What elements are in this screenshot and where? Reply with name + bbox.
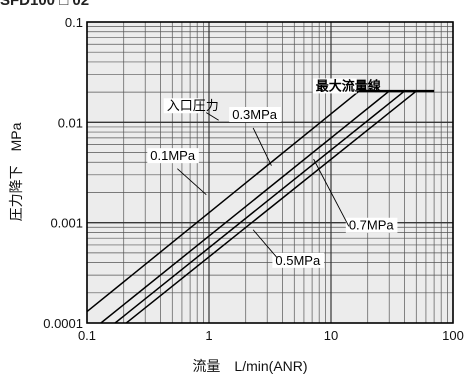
series-line-0-5MPa [125,90,417,324]
plot-background [87,22,453,323]
y-tick-label: 0.001 [50,216,83,231]
x-tick-label: 1 [205,328,212,343]
series-label-0-3MPa-bg [229,106,281,122]
x-tick-label: 10 [324,328,338,343]
series-label-0-1MPa-bg [147,148,199,164]
x-axis-title: 流量 L/min(ANR) [192,358,307,374]
leader-0-1MPa [177,168,207,196]
plot-frame [86,21,454,324]
grid-minor [87,22,453,323]
series-layer [86,89,435,324]
max-flow-label-bg [312,78,357,94]
label-layer: 0.1MPa 0.3MPa 0.7MPa 0.5MPa 入口圧力 最大流量線 [147,78,398,268]
max-flow-label-text: 最大流量線 [316,78,382,93]
series-label-0-1MPa-text: 0.1MPa [150,148,196,163]
series-label-0-1MPa: 0.1MPa [147,148,199,164]
series-label-0-7MPa-text: 0.7MPa [349,218,395,233]
max-flow-label: 最大流量線 [312,78,382,94]
legend-title: 入口圧力 [163,98,219,114]
series-label-0-7MPa: 0.7MPa [345,217,398,233]
series-label-0-3MPa: 0.3MPa [229,106,281,122]
leader-legend-title [206,112,219,121]
tick-layer: 0.1 1 10 100 0.0001 0.001 0.01 0.1 [43,15,464,343]
y-axis-title: 圧力降下 MPa [8,122,24,221]
series-label-0-3MPa-text: 0.3MPa [232,107,278,122]
chart-header: SFD100 □ 02 [0,0,90,9]
y-tick-label: 0.0001 [43,316,83,331]
series-label-0-7MPa-bg [345,217,398,233]
legend-title-text: 入口圧力 [167,98,219,113]
y-tick-label: 0.1 [65,15,83,30]
series-line-0-3MPa [100,90,390,324]
y-tick-label: 0.01 [58,115,83,130]
x-tick-label: 100 [442,328,464,343]
leader-0-7MPa [313,158,350,227]
series-label-0-5MPa-text: 0.5MPa [275,253,321,268]
leader-0-5MPa [252,229,278,258]
legend-title-bg [163,98,201,114]
series-line-0-1MPa [86,90,360,313]
series-label-0-5MPa-bg [272,252,324,268]
x-tick-label: 0.1 [78,328,96,343]
leader-0-3MPa [252,127,272,166]
series-label-0-5MPa: 0.5MPa [272,253,324,268]
series-line-0-7MPa [114,90,405,324]
